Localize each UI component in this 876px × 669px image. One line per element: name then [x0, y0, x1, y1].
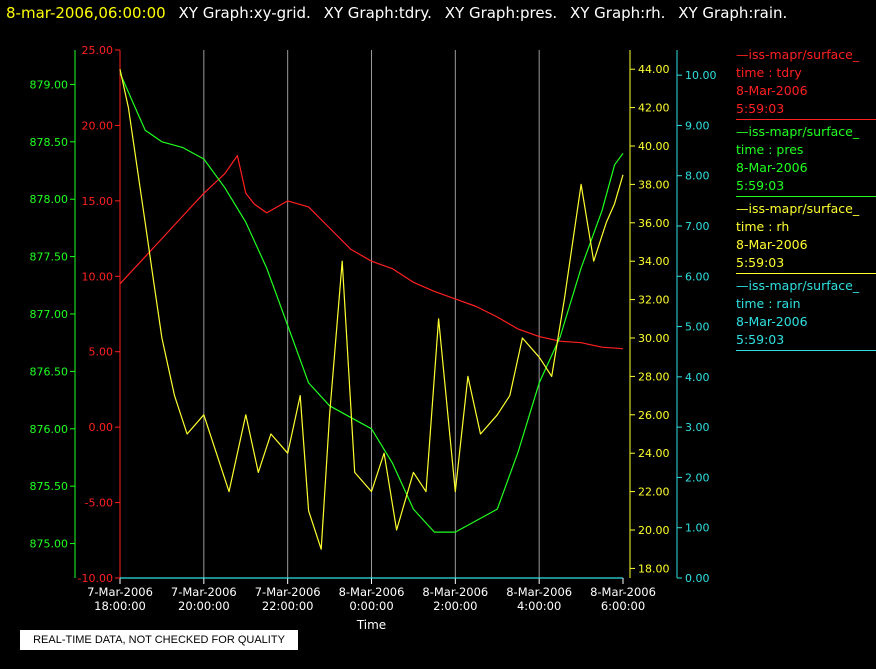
- y-tick-label-rain: 4.00: [685, 371, 710, 384]
- legend-time: 5:59:03: [736, 178, 785, 193]
- x-tick-label-time: 18:00:00: [94, 599, 146, 613]
- graph-title-rain[interactable]: XY Graph:rain.: [678, 4, 788, 22]
- y-tick-label-tdry: -10.00: [78, 572, 113, 585]
- x-tick-label-date: 7-Mar-2006: [255, 585, 321, 599]
- y-tick-label-rain: 3.00: [685, 421, 710, 434]
- y-tick-label-pres: 877.00: [30, 308, 69, 321]
- x-tick-label-time: 2:00:00: [433, 599, 477, 613]
- x-tick-label-date: 8-Mar-2006: [590, 585, 656, 599]
- y-tick-label-tdry: 25.00: [82, 44, 114, 57]
- legend-entry-tdry[interactable]: —iss-mapr/surface_ time : tdry 8-Mar-200…: [736, 44, 876, 120]
- legend-source: —iss-mapr/surface_: [736, 278, 860, 293]
- y-tick-label-rain: 8.00: [685, 170, 710, 183]
- y-tick-label-rh: 40.00: [638, 140, 670, 153]
- legend-date: 8-Mar-2006: [736, 237, 808, 252]
- y-tick-label-rh: 34.00: [638, 255, 670, 268]
- x-tick-label-date: 8-Mar-2006: [506, 585, 572, 599]
- y-tick-label-rain: 2.00: [685, 471, 710, 484]
- legend-source: —iss-mapr/surface_: [736, 201, 860, 216]
- legend-entry-rain[interactable]: —iss-mapr/surface_ time : rain 8-Mar-200…: [736, 275, 876, 351]
- y-tick-label-tdry: 15.00: [82, 195, 114, 208]
- graph-title-tdry[interactable]: XY Graph:tdry.: [323, 4, 432, 22]
- y-tick-label-rh: 28.00: [638, 370, 670, 383]
- y-tick-label-pres: 877.50: [30, 251, 69, 264]
- legend-source: —iss-mapr/surface_: [736, 47, 860, 62]
- x-tick-label-time: 20:00:00: [178, 599, 230, 613]
- legend-date: 8-Mar-2006: [736, 314, 808, 329]
- legend: —iss-mapr/surface_ time : tdry 8-Mar-200…: [736, 44, 876, 352]
- legend-variable: time : pres: [736, 142, 804, 157]
- x-tick-label-time: 6:00:00: [601, 599, 645, 613]
- y-tick-label-rh: 22.00: [638, 486, 670, 499]
- y-tick-label-rh: 36.00: [638, 217, 670, 230]
- graph-title-rh[interactable]: XY Graph:rh.: [569, 4, 666, 22]
- y-tick-label-rh: 32.00: [638, 294, 670, 307]
- y-tick-label-tdry: 0.00: [89, 421, 114, 434]
- legend-date: 8-Mar-2006: [736, 160, 808, 175]
- y-tick-label-rain: 10.00: [685, 69, 717, 82]
- y-tick-label-rh: 18.00: [638, 562, 670, 575]
- x-tick-label-time: 0:00:00: [349, 599, 393, 613]
- y-tick-label-tdry: 20.00: [82, 119, 114, 132]
- y-tick-label-rh: 30.00: [638, 332, 670, 345]
- x-tick-label-time: 4:00:00: [517, 599, 561, 613]
- x-tick-label-date: 7-Mar-2006: [171, 585, 237, 599]
- graph-title-pres[interactable]: XY Graph:pres.: [444, 4, 558, 22]
- y-tick-label-rain: 5.00: [685, 321, 710, 334]
- legend-date: 8-Mar-2006: [736, 83, 808, 98]
- legend-source: —iss-mapr/surface_: [736, 124, 860, 139]
- legend-time: 5:59:03: [736, 101, 785, 116]
- y-tick-label-pres: 878.50: [30, 136, 69, 149]
- y-tick-label-rh: 26.00: [638, 409, 670, 422]
- y-tick-label-rh: 24.00: [638, 447, 670, 460]
- y-tick-label-tdry: 10.00: [82, 270, 114, 283]
- y-tick-label-tdry: 5.00: [89, 346, 114, 359]
- y-tick-label-rain: 9.00: [685, 119, 710, 132]
- y-tick-label-rain: 6.00: [685, 270, 710, 283]
- y-tick-label-rh: 20.00: [638, 524, 670, 537]
- title-bar: 8-mar-2006,06:00:00 XY Graph:xy-grid. XY…: [0, 0, 876, 26]
- y-tick-label-pres: 879.00: [30, 78, 69, 91]
- y-tick-label-pres: 875.00: [30, 538, 69, 551]
- y-tick-label-rh: 38.00: [638, 178, 670, 191]
- legend-time: 5:59:03: [736, 332, 785, 347]
- legend-variable: time : rain: [736, 296, 801, 311]
- y-tick-label-pres: 876.00: [30, 423, 69, 436]
- quality-notice: REAL-TIME DATA, NOT CHECKED FOR QUALITY: [20, 630, 298, 650]
- current-date: 8-mar-2006,06:00:00: [6, 4, 166, 22]
- x-tick-label-date: 8-Mar-2006: [422, 585, 488, 599]
- legend-entry-pres[interactable]: —iss-mapr/surface_ time : pres 8-Mar-200…: [736, 121, 876, 197]
- y-tick-label-rain: 1.00: [685, 522, 710, 535]
- y-tick-label-pres: 878.00: [30, 193, 69, 206]
- legend-entry-rh[interactable]: —iss-mapr/surface_ time : rh 8-Mar-2006 …: [736, 198, 876, 274]
- y-tick-label-pres: 876.50: [30, 365, 69, 378]
- legend-variable: time : tdry: [736, 65, 802, 80]
- y-tick-label-rh: 42.00: [638, 102, 670, 115]
- y-tick-label-rh: 44.00: [638, 63, 670, 76]
- graph-title-xy-grid[interactable]: XY Graph:xy-grid.: [178, 4, 311, 22]
- y-tick-label-rain: 7.00: [685, 220, 710, 233]
- legend-time: 5:59:03: [736, 255, 785, 270]
- y-tick-label-rain: 0.00: [685, 572, 710, 585]
- x-axis-label: Time: [356, 618, 386, 632]
- y-tick-label-tdry: -5.00: [85, 497, 113, 510]
- x-tick-label-date: 8-Mar-2006: [339, 585, 405, 599]
- y-tick-label-pres: 875.50: [30, 480, 69, 493]
- legend-variable: time : rh: [736, 219, 790, 234]
- x-tick-label-time: 22:00:00: [262, 599, 314, 613]
- x-tick-label-date: 7-Mar-2006: [87, 585, 153, 599]
